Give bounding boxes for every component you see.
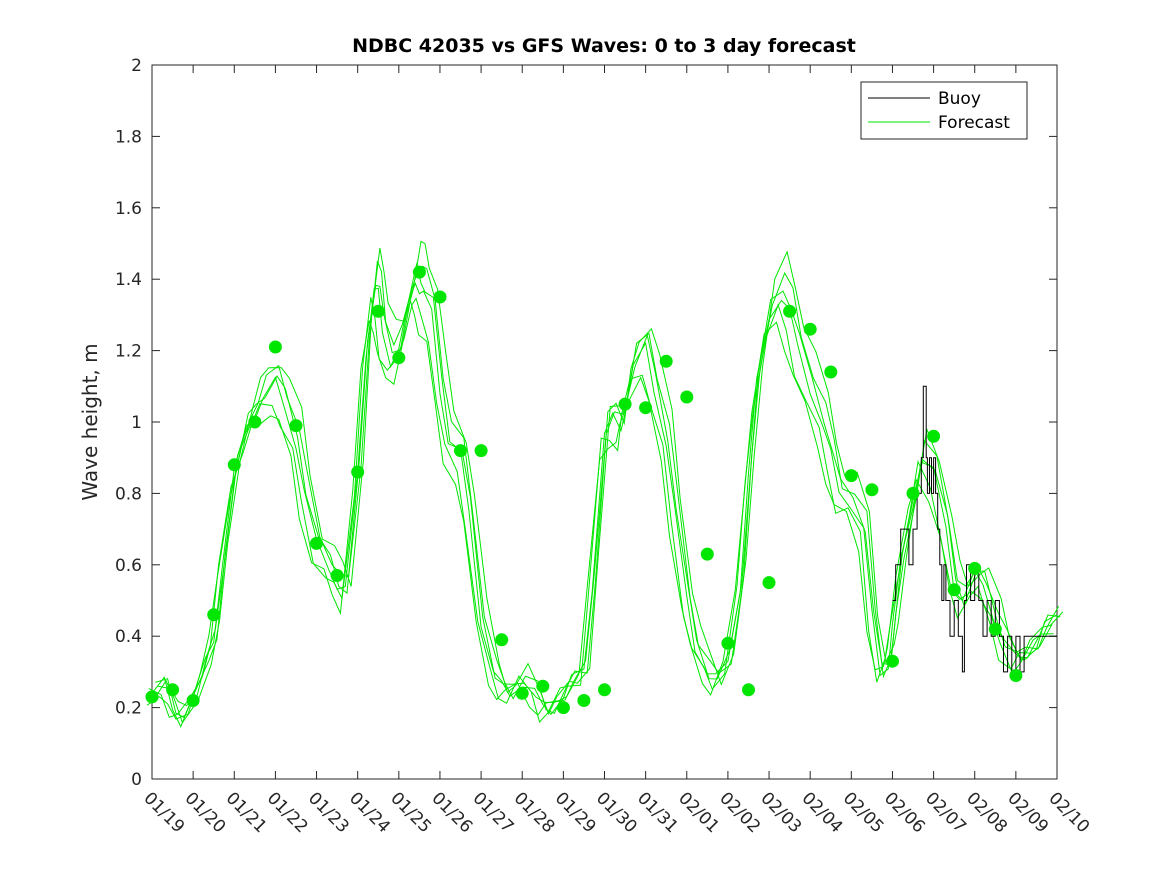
analysis-point — [803, 322, 817, 336]
analysis-points — [145, 265, 1023, 715]
chart-title: NDBC 42035 vs GFS Waves: 0 to 3 day fore… — [352, 35, 856, 57]
analysis-point — [721, 636, 735, 650]
analysis-point — [166, 683, 180, 697]
forecast-series — [146, 240, 1064, 728]
legend-forecast-label: Forecast — [938, 113, 1010, 133]
analysis-point — [515, 686, 529, 700]
analysis-point — [1009, 669, 1023, 682]
plot-frame — [151, 64, 1058, 780]
analysis-point — [289, 419, 303, 433]
analysis-point — [454, 444, 467, 458]
analysis-point — [927, 429, 941, 443]
analysis-point — [248, 415, 262, 429]
analysis-point — [680, 390, 694, 404]
y-tick-label: 0.8 — [115, 484, 142, 504]
analysis-point — [742, 683, 755, 697]
analysis-point — [310, 536, 323, 550]
analysis-point — [639, 401, 653, 415]
forecast-line — [148, 297, 1054, 724]
buoy-line — [892, 385, 1057, 673]
analysis-point — [330, 569, 344, 582]
y-tick-label: 1.4 — [115, 270, 142, 290]
legend-buoy-label: Buoy — [938, 89, 981, 109]
analysis-point — [227, 458, 241, 472]
y-axis: 0 0.2 0.4 0.6 0.8 1 1.2 1.4 1.6 1.8 2 — [115, 56, 1057, 790]
analysis-point — [762, 576, 776, 590]
analysis-point — [598, 683, 611, 697]
y-tick-label: 0.4 — [115, 627, 142, 647]
y-tick-label: 2 — [131, 56, 142, 76]
forecast-line — [155, 260, 1061, 719]
analysis-point — [659, 354, 673, 368]
analysis-point — [186, 694, 200, 707]
y-tick-label: 0.2 — [115, 699, 142, 719]
y-tick-label: 1.2 — [115, 342, 142, 362]
buoy-series — [892, 385, 1057, 673]
analysis-point — [556, 701, 570, 715]
analysis-point — [145, 690, 159, 704]
plot-area: 00.20.40.60.811.21.41.61.82 01/1901/2001… — [115, 56, 1093, 837]
analysis-point — [268, 340, 282, 354]
analysis-point — [495, 633, 509, 647]
analysis-point — [824, 365, 838, 379]
y-tick-label: 0 — [131, 770, 142, 790]
analysis-point — [412, 265, 426, 279]
analysis-point — [947, 583, 961, 597]
analysis-point — [577, 694, 591, 707]
y-axis-label: Wave height, m — [78, 343, 102, 500]
forecast-line — [157, 240, 1064, 716]
legend: Buoy Forecast — [860, 81, 1028, 140]
analysis-point — [968, 561, 982, 575]
analysis-point — [474, 444, 488, 458]
analysis-point — [886, 654, 899, 668]
analysis-point — [618, 397, 632, 411]
forecast-line — [153, 262, 1060, 724]
y-tick-label: 1.8 — [115, 127, 142, 147]
analysis-point — [433, 290, 447, 304]
analysis-point — [207, 608, 221, 622]
analysis-point — [906, 486, 920, 500]
y-tick-label: 1 — [131, 413, 142, 433]
analysis-point — [700, 547, 714, 561]
y-tick-label: 0.6 — [115, 556, 142, 576]
analysis-point — [865, 483, 879, 497]
analysis-point — [536, 679, 550, 693]
legend-box — [860, 81, 1028, 140]
y-tick-label: 1.6 — [115, 199, 142, 219]
analysis-point — [783, 304, 797, 318]
analysis-point — [392, 351, 406, 365]
analysis-point — [371, 304, 385, 318]
analysis-point — [351, 465, 365, 479]
analysis-point — [988, 622, 1002, 636]
forecast-line — [146, 300, 1053, 720]
analysis-point — [844, 469, 858, 483]
